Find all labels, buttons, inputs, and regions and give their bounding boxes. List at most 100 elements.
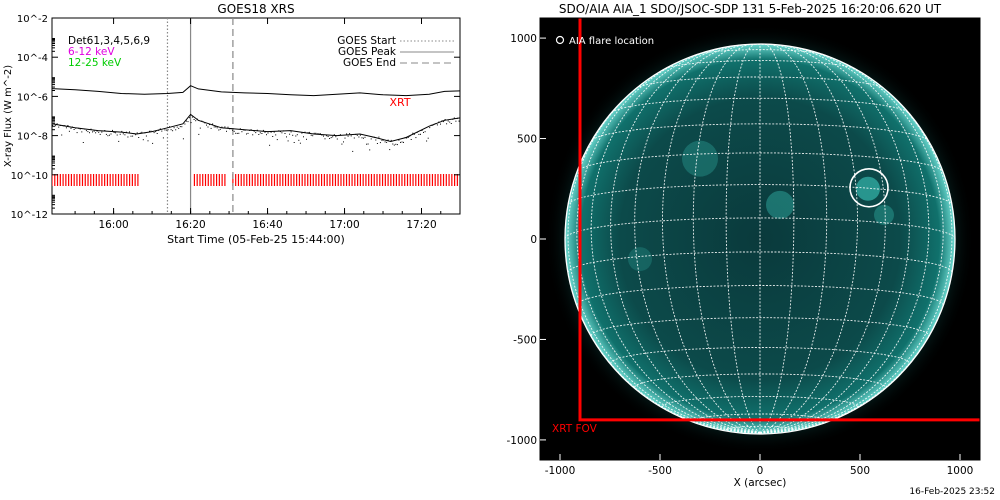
goes-short-noise-point <box>370 138 372 140</box>
goes-short-noise-point <box>89 132 90 134</box>
goes-short-noise-point <box>315 132 317 134</box>
goes-short-noise-point <box>316 133 318 135</box>
goes-short-noise-point <box>172 130 174 132</box>
aia-x-tick-label: -1000 <box>545 465 576 477</box>
goes-short-noise-point <box>209 124 210 126</box>
legend-goes-end: GOES End <box>343 57 396 69</box>
goes-short-noise-point <box>323 135 324 137</box>
legend-detectors: Det61,3,4,5,6,9 <box>68 35 150 47</box>
goes-short-noise-point <box>356 134 358 136</box>
goes-short-noise-point <box>99 133 101 135</box>
goes-short-noise-point <box>222 127 224 129</box>
longitude-line <box>590 48 761 434</box>
goes-short-noise-point <box>298 139 300 141</box>
goes-short-noise-point <box>456 117 458 119</box>
goes-short-noise-point <box>109 134 110 136</box>
goes-short-noise-point <box>144 132 146 134</box>
goes-short-noise-point <box>286 136 287 138</box>
aia-x-axis: -1000 -500 0 500 1000 <box>545 454 973 477</box>
goes-short-noise-point <box>296 134 298 136</box>
goes-short-noise-point <box>423 131 424 133</box>
goes-short-noise-point <box>226 130 227 132</box>
goes-short-noise-point <box>361 137 363 139</box>
goes-short-noise-point <box>224 126 226 128</box>
goes-short-noise-point <box>127 136 129 138</box>
goes-short-noise-point <box>173 127 175 129</box>
longitude-line <box>759 46 910 434</box>
goes-short-noise-point <box>76 132 78 134</box>
goes-short-noise-point <box>327 136 329 137</box>
goes-short-noise-point <box>421 130 423 131</box>
goes-short-noise-point <box>247 132 249 134</box>
goes-short-noise-point <box>396 144 398 146</box>
goes-short-noise-point <box>136 132 138 134</box>
goes-short-noise-point <box>318 133 320 135</box>
goes-short-noise-point <box>432 124 434 126</box>
goes-short-noise-point <box>349 133 351 135</box>
goes-plot-frame <box>51 17 461 215</box>
active-region-glow <box>874 204 894 225</box>
longitude-line <box>567 74 761 434</box>
xrt-fov-label: XRT FOV <box>552 423 598 435</box>
goes-short-noise-point <box>233 130 235 132</box>
goes-short-noise-point <box>407 137 409 138</box>
goes-short-noise-point <box>256 129 258 131</box>
goes-short-noise-point <box>52 124 53 126</box>
latitude-line <box>567 184 953 205</box>
goes-y-axis-label: X-ray Flux (W m^-2) <box>3 65 14 167</box>
goes-short-noise-point <box>147 140 149 142</box>
goes-short-noise-point <box>416 131 418 133</box>
goes-short-noise-point <box>113 132 115 133</box>
goes-short-noise-point <box>195 120 197 122</box>
goes-short-noise-point <box>366 143 368 145</box>
goes-short-noise-point <box>427 137 429 139</box>
longitude-line <box>634 44 761 434</box>
goes-short-noise-point <box>426 140 428 142</box>
goes-short-noise-point <box>68 130 70 132</box>
goes-short-noise-point <box>384 141 386 143</box>
goes-short-noise-point <box>155 131 157 133</box>
legend-goes-start: GOES Start <box>337 35 396 47</box>
longitude-line <box>759 74 953 434</box>
goes-short-noise-point <box>149 130 150 132</box>
goes-chart-title: GOES18 XRS <box>217 2 294 16</box>
goes-short-noise-point <box>418 133 420 135</box>
goes-short-noise-point <box>221 126 223 128</box>
goes-short-noise-point <box>332 136 334 138</box>
longitude-line <box>759 48 930 434</box>
goes-short-noise-point <box>307 132 309 134</box>
goes-short-noise-point <box>161 130 163 132</box>
goes-short-noise-point <box>319 133 321 135</box>
goes-short-noise-point <box>435 123 437 125</box>
goes-short-noise-point <box>70 127 72 129</box>
aia-y-tick-label: 1000 <box>510 33 537 45</box>
goes-short-noise-point <box>212 123 214 125</box>
goes-short-noise-point <box>387 139 389 141</box>
aia-legend: AIA flare location <box>555 35 654 47</box>
goes-short-noise-point <box>96 130 98 132</box>
goes-short-noise-point <box>350 135 352 137</box>
goes-event-lines <box>166 18 234 214</box>
goes-short-noise-point <box>279 131 281 133</box>
goes-short-noise-point <box>239 128 241 130</box>
goes-short-noise-point <box>229 128 231 130</box>
goes-short-noise-point <box>105 133 107 135</box>
goes-short-noise-point <box>102 130 104 132</box>
goes-short-noise-point <box>59 125 61 126</box>
goes-short-noise-point <box>75 127 77 129</box>
goes-short-noise-point <box>272 136 274 137</box>
goes-short-noise-point <box>330 137 332 139</box>
goes-short-noise-point <box>162 137 164 139</box>
goes-short-noise-point <box>309 131 311 133</box>
goes-short-noise-point <box>261 133 263 134</box>
goes-short-noise-point <box>167 129 169 131</box>
goes-short-noise-point <box>303 136 304 138</box>
goes-short-noise-point <box>355 133 357 135</box>
longitude-line <box>662 44 761 434</box>
goes-short-noise-point <box>152 142 154 144</box>
goes-short-noise-point <box>389 149 391 151</box>
goes-short-noise-point <box>375 139 377 141</box>
goes-short-noise-point <box>156 133 158 134</box>
goes-short-noise-point <box>447 120 449 122</box>
goes-short-noise-point <box>420 133 421 135</box>
